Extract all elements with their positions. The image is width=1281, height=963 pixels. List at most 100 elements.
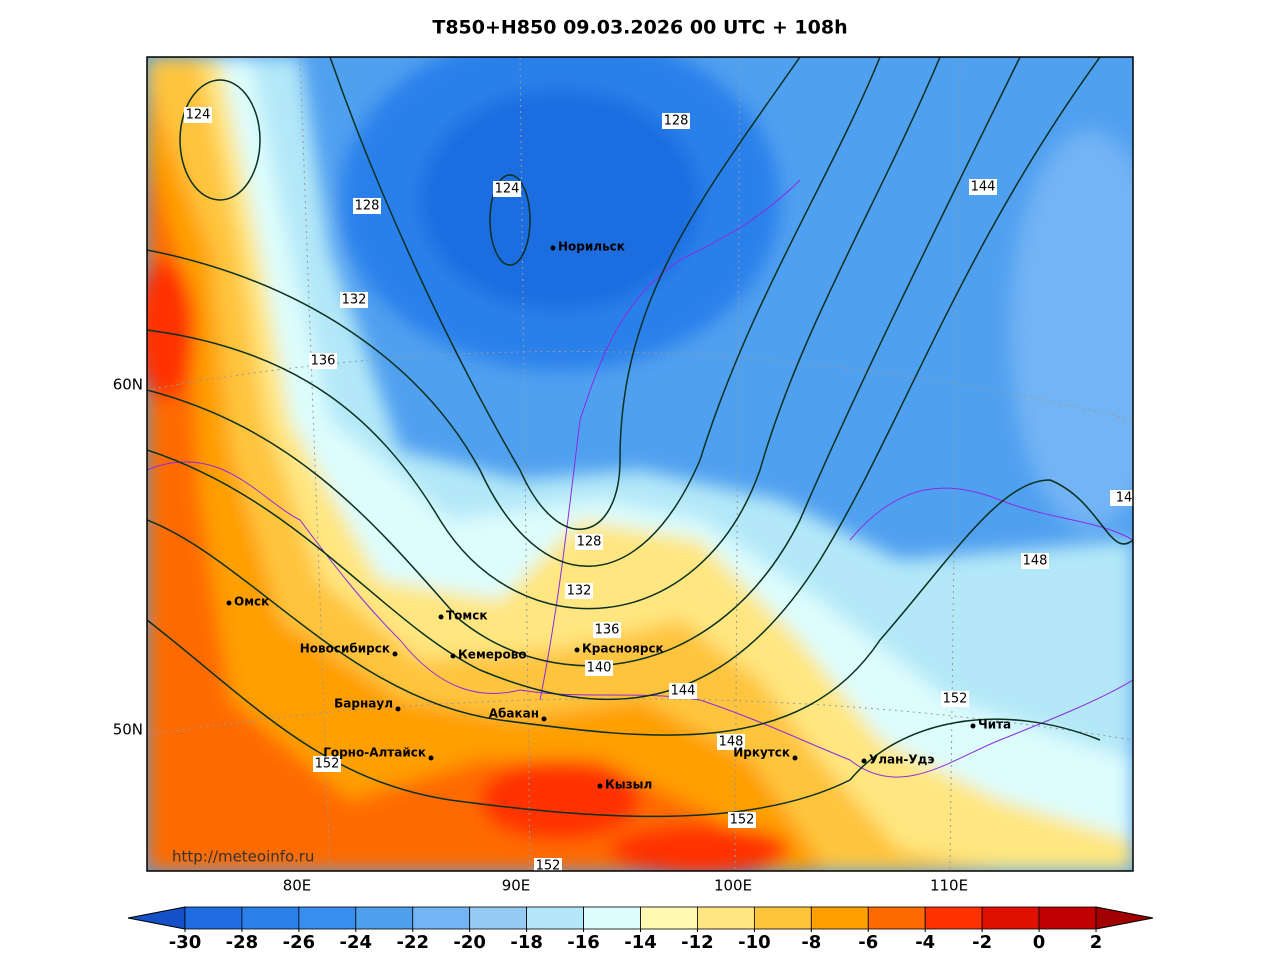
colorbar-box bbox=[640, 906, 698, 930]
colorbar-box bbox=[1038, 906, 1097, 930]
colorbar-tick-label: -18 bbox=[510, 932, 543, 953]
lat-label: 50N bbox=[113, 721, 143, 739]
contour-label-bg bbox=[669, 683, 697, 699]
city-dot bbox=[970, 723, 976, 729]
colorbar-box bbox=[583, 906, 641, 930]
lon-label: 80E bbox=[283, 877, 312, 895]
city-dot bbox=[450, 653, 456, 659]
contour-label: 128 bbox=[577, 535, 602, 550]
city-label: Улан-Удэ bbox=[869, 753, 934, 767]
colorbar-tick-label: -2 bbox=[972, 932, 992, 953]
lon-label: 100E bbox=[714, 877, 752, 895]
colorbar-box bbox=[981, 906, 1040, 930]
colorbar-box bbox=[526, 906, 584, 930]
city-dot bbox=[226, 600, 232, 606]
colorbar-tick-label: -4 bbox=[915, 932, 935, 953]
colorbar-tick-label: -12 bbox=[681, 932, 714, 953]
contour-label-bg bbox=[313, 756, 341, 772]
contour-label: 136 bbox=[311, 354, 336, 369]
labels: 124 124 128 128 132 136 144 148 128 132 136 140 144 1… bbox=[184, 107, 1133, 874]
colorbar-tick-label: -14 bbox=[624, 932, 657, 953]
city-dot bbox=[428, 755, 434, 761]
contour-label: 136 bbox=[595, 623, 620, 638]
contour-label: 140 bbox=[587, 661, 612, 676]
colorbar-box bbox=[298, 906, 357, 930]
contour-label: 152 bbox=[536, 859, 561, 874]
city-dot bbox=[438, 614, 444, 620]
colorbar-box bbox=[697, 906, 755, 930]
colorbar-box bbox=[867, 906, 926, 930]
contour-label-bg bbox=[309, 353, 337, 369]
colorbar-tick-label: -8 bbox=[801, 932, 821, 953]
map-frame bbox=[146, 56, 1134, 872]
contour-label: 128 bbox=[664, 114, 689, 129]
city-label: Иркутск bbox=[733, 746, 790, 760]
colorbar-box bbox=[753, 906, 812, 930]
contour-label: 132 bbox=[342, 293, 367, 308]
colorbar-tick-label: -26 bbox=[283, 932, 316, 953]
contour-label-bg bbox=[662, 113, 690, 129]
colorbar-tick-label: -10 bbox=[738, 932, 771, 953]
contour-label: 148 bbox=[719, 735, 744, 750]
colorbar-tick-label: -24 bbox=[340, 932, 373, 953]
contour-label-bg bbox=[585, 660, 613, 676]
city-label: Кемерово bbox=[458, 648, 527, 662]
city-label: Томск bbox=[446, 609, 488, 623]
contour-label-bg bbox=[575, 534, 603, 550]
contour-label-bg bbox=[565, 583, 593, 599]
colorbar-box bbox=[355, 906, 414, 930]
city-dot bbox=[861, 758, 867, 764]
colorbar-tick-label: 2 bbox=[1090, 932, 1103, 953]
contour-label-bg bbox=[941, 691, 969, 707]
colorbar-tick-label: -30 bbox=[169, 932, 202, 953]
contour-label-bg bbox=[717, 734, 745, 750]
city-label: Новосибирск bbox=[300, 642, 390, 656]
city-label: Омск bbox=[234, 595, 269, 609]
contour-label: 124 bbox=[186, 108, 211, 123]
contour-label: 124 bbox=[495, 182, 520, 197]
colorbar-box bbox=[469, 906, 528, 930]
lat-label: 60N bbox=[113, 376, 143, 394]
colorbar-tick-label: -16 bbox=[567, 932, 600, 953]
city-dot bbox=[597, 783, 603, 789]
contour-label-bg bbox=[184, 107, 212, 123]
city-label: Кызыл bbox=[605, 778, 652, 792]
contour-label-bg bbox=[969, 179, 997, 195]
lon-label: 110E bbox=[930, 877, 968, 895]
contour-label: 152 bbox=[315, 757, 340, 772]
city-label: Норильск bbox=[558, 240, 625, 254]
contour-label: 132 bbox=[567, 584, 592, 599]
lon-label: 90E bbox=[502, 877, 531, 895]
colorbar-tick-label: -20 bbox=[453, 932, 486, 953]
contour-label: 144 bbox=[971, 180, 996, 195]
city-label: Абакан bbox=[489, 707, 539, 721]
colorbar-arrow-low bbox=[127, 906, 186, 930]
colorbar-tick-label: -28 bbox=[226, 932, 259, 953]
colorbar-tick-label: -6 bbox=[858, 932, 878, 953]
contour-label: 14 bbox=[1116, 491, 1133, 506]
contour-label-bg bbox=[493, 181, 521, 197]
city-label: Горно-Алтайск bbox=[323, 746, 426, 760]
city-dot bbox=[541, 716, 547, 722]
title: T850+H850 09.03.2026 00 UTC + 108h bbox=[432, 17, 847, 39]
colorbar-tick-label: 0 bbox=[1033, 932, 1046, 953]
colorbar-arrow-high bbox=[1095, 906, 1154, 930]
contour-label: 152 bbox=[943, 692, 968, 707]
contour-label: 144 bbox=[671, 684, 696, 699]
city-label: Барнаул bbox=[334, 697, 393, 711]
city-dot bbox=[792, 755, 798, 761]
contour-label-bg bbox=[728, 812, 756, 828]
source-url: http://meteoinfo.ru bbox=[172, 848, 314, 866]
contour-label-bg bbox=[1021, 553, 1049, 569]
city-label: Красноярск bbox=[582, 642, 664, 656]
colorbar-box bbox=[924, 906, 983, 930]
city-dot bbox=[395, 706, 401, 712]
contour-label: 148 bbox=[1023, 554, 1048, 569]
map-area: 124 124 128 128 132 136 144 148 128 132 136 140 144 1… bbox=[147, 57, 1133, 874]
colorbar-box bbox=[184, 906, 243, 930]
city-dot bbox=[550, 245, 556, 251]
contour-label-bg bbox=[534, 858, 562, 871]
contour-label-bg bbox=[353, 198, 381, 214]
